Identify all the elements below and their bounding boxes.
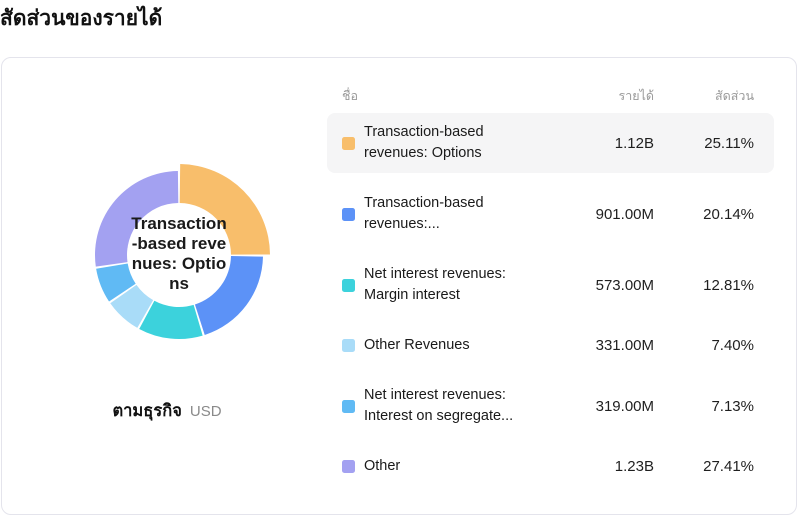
page-title: สัดส่วนของรายได้ xyxy=(0,7,163,30)
series-color-marker xyxy=(342,399,355,413)
series-name: Transaction-based revenues:... xyxy=(364,195,484,232)
donut-slice[interactable] xyxy=(139,300,203,339)
series-name: Other xyxy=(364,458,401,474)
series-share: 27.41% xyxy=(703,458,754,475)
donut-slice[interactable] xyxy=(194,256,263,335)
chart-footer-unit: USD xyxy=(189,403,222,420)
legend-row[interactable]: Other Revenues 331.00M 7.40% xyxy=(327,326,774,365)
series-color-marker xyxy=(342,136,355,150)
chart-footer-label: ตามธุรกิจ xyxy=(112,402,182,420)
series-share: 12.81% xyxy=(703,276,754,294)
column-header-share: สัดส่วน xyxy=(715,89,754,103)
legend-row[interactable]: Other 1.23B 27.41% xyxy=(327,447,774,486)
column-header-name: ชื่อ xyxy=(342,89,358,103)
column-header-revenue: รายได้ xyxy=(618,89,654,103)
series-share: 7.13% xyxy=(711,397,754,415)
legend-table: Transaction-based revenues: Options 1.12… xyxy=(327,113,774,486)
series-revenue: 319.00M xyxy=(595,397,654,415)
series-name: Transaction-based revenues: Options xyxy=(364,124,484,161)
series-color-marker xyxy=(342,460,355,473)
revenue-share-card: Transaction-based revenues: Options ตามธ… xyxy=(1,57,797,515)
donut-slice[interactable] xyxy=(94,171,179,267)
series-revenue: 573.00M xyxy=(595,276,654,294)
series-share: 7.40% xyxy=(711,337,754,354)
legend-row[interactable]: Transaction-based revenues:... 901.00M 2… xyxy=(327,184,774,244)
series-share: 20.14% xyxy=(703,205,754,223)
series-revenue: 331.00M xyxy=(595,337,654,354)
donut-center-label: Transaction-based revenues: Options xyxy=(131,214,227,293)
series-name: Net interest revenues: Interest on segre… xyxy=(364,387,514,424)
table-header: ชื่อ รายได้ สัดส่วน xyxy=(327,86,774,106)
series-name: Net interest revenues: Margin interest xyxy=(364,266,506,303)
donut-chart-area: Transaction-based revenues: Options ตามธ… xyxy=(2,58,332,514)
donut-slice[interactable] xyxy=(179,164,270,255)
donut-chart[interactable] xyxy=(79,155,279,355)
chart-footer: ตามธุรกิจ USD xyxy=(2,398,332,424)
donut-slice[interactable] xyxy=(110,284,154,328)
series-color-marker xyxy=(342,278,355,292)
legend-row[interactable]: Net interest revenues: Interest on segre… xyxy=(327,376,774,436)
donut-slice[interactable] xyxy=(96,263,136,302)
series-revenue: 1.23B xyxy=(614,458,654,475)
series-share: 25.11% xyxy=(704,134,754,152)
series-color-marker xyxy=(342,207,355,221)
legend-row[interactable]: Transaction-based revenues: Options 1.12… xyxy=(327,113,774,173)
legend-row[interactable]: Net interest revenues: Margin interest 5… xyxy=(327,255,774,315)
series-name: Other Revenues xyxy=(364,337,470,353)
series-color-marker xyxy=(342,339,355,352)
series-revenue: 1.12B xyxy=(614,134,654,152)
series-revenue: 901.00M xyxy=(595,205,654,223)
